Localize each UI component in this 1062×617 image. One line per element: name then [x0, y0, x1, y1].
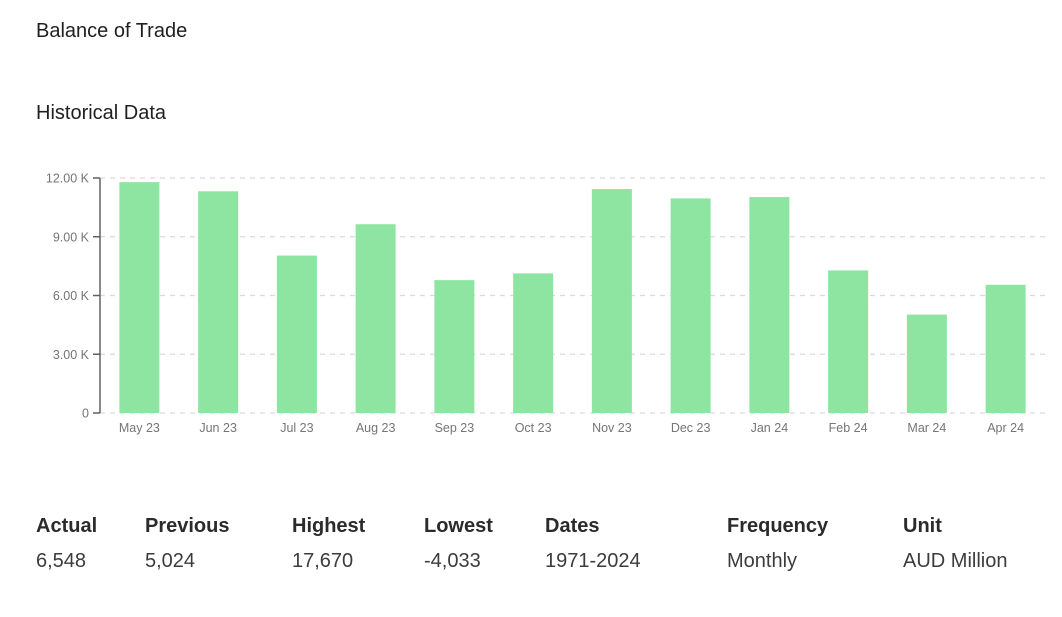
y-axis-tick-label: 12.00 K: [46, 172, 90, 186]
x-axis-tick-label: Jan 24: [751, 421, 789, 435]
chart-bar[interactable]: [355, 224, 396, 413]
summary-col-dates: Dates 1971-2024: [545, 514, 727, 573]
chart-bar[interactable]: [828, 270, 869, 413]
chart-bar[interactable]: [985, 284, 1026, 413]
summary-value: 5,024: [145, 550, 196, 572]
summary-label: Actual: [36, 515, 98, 537]
summary-label: Unit: [903, 515, 942, 537]
summary-value: 6,548: [36, 550, 87, 572]
chart-bar[interactable]: [198, 191, 239, 413]
y-axis-tick-label: 9.00 K: [53, 230, 90, 244]
summary-col-actual: Actual 6,548: [36, 514, 145, 573]
x-axis-tick-label: Aug 23: [356, 421, 396, 435]
x-axis-tick-label: Feb 24: [829, 421, 868, 435]
y-axis-tick-label: 6.00 K: [53, 289, 90, 303]
chart-bar[interactable]: [670, 198, 711, 413]
x-axis-tick-label: Jul 23: [280, 421, 313, 435]
x-axis-tick-label: Nov 23: [592, 421, 632, 435]
summary-label: Previous: [145, 515, 230, 537]
summary-label: Frequency: [727, 515, 829, 537]
page-title: Balance of Trade: [36, 20, 188, 42]
x-axis-tick-label: Jun 23: [199, 421, 237, 435]
summary-col-highest: Highest 17,670: [292, 514, 424, 573]
y-axis-tick-label: 0: [82, 407, 89, 421]
chart-bar[interactable]: [513, 273, 554, 413]
summary-value: Monthly: [727, 550, 798, 572]
y-axis-tick-label: 3.00 K: [53, 348, 90, 362]
summary-col-previous: Previous 5,024: [145, 514, 292, 573]
x-axis-tick-label: Mar 24: [907, 421, 946, 435]
chart-bar[interactable]: [276, 255, 317, 413]
section-title-historical-data: Historical Data: [36, 102, 167, 124]
chart-bar[interactable]: [749, 197, 790, 413]
summary-stats-row: Actual 6,548 Previous 5,024 Highest 17,6…: [36, 514, 1007, 573]
summary-value: 1971-2024: [545, 550, 641, 572]
x-axis-tick-label: Oct 23: [515, 421, 552, 435]
summary-col-unit: Unit AUD Million: [903, 514, 1007, 573]
chart-bar[interactable]: [906, 314, 947, 413]
x-axis-tick-label: Apr 24: [987, 421, 1024, 435]
summary-col-lowest: Lowest -4,033: [424, 514, 545, 573]
x-axis-tick-label: Dec 23: [671, 421, 711, 435]
chart-bar[interactable]: [119, 182, 160, 413]
summary-label: Dates: [545, 515, 600, 537]
x-axis-tick-label: Sep 23: [435, 421, 475, 435]
summary-value: -4,033: [424, 550, 481, 572]
summary-label: Highest: [292, 515, 366, 537]
summary-value: AUD Million: [903, 550, 1008, 572]
x-axis-tick-label: May 23: [119, 421, 160, 435]
summary-value: 17,670: [292, 550, 354, 572]
chart-bar[interactable]: [434, 280, 475, 413]
balance-of-trade-bar-chart: 0 3.00 K 6.00 K 9.00 K 12.00 K May 23 Jun 23 Ju…: [46, 172, 1045, 435]
summary-label: Lowest: [424, 515, 493, 537]
chart-bar[interactable]: [591, 189, 632, 413]
summary-col-frequency: Frequency Monthly: [727, 514, 903, 573]
